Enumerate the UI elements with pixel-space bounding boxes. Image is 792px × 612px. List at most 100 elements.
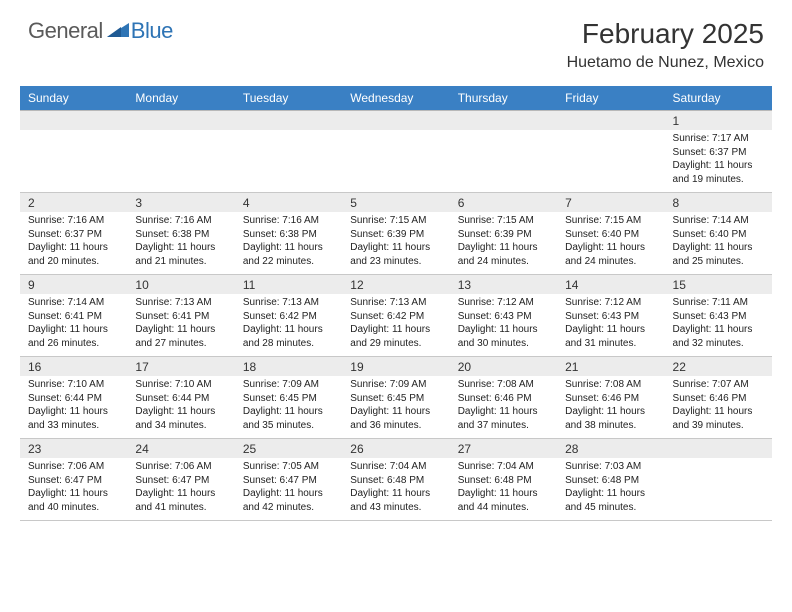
day-number-row: 232425262728 — [20, 439, 772, 459]
day-info-line: Daylight: 11 hours and 31 minutes. — [565, 323, 656, 350]
day-content: Sunrise: 7:16 AMSunset: 6:37 PMDaylight:… — [20, 212, 127, 274]
day-info-line: Daylight: 11 hours and 25 minutes. — [673, 241, 764, 268]
day-number-cell: 22 — [665, 357, 772, 377]
weekday-header: Sunday — [20, 86, 127, 111]
day-cell — [557, 130, 664, 193]
day-content: Sunrise: 7:11 AMSunset: 6:43 PMDaylight:… — [665, 294, 772, 356]
day-number-cell — [557, 111, 664, 131]
day-cell: Sunrise: 7:03 AMSunset: 6:48 PMDaylight:… — [557, 458, 664, 521]
logo: General Blue — [28, 18, 173, 44]
day-info-line: Sunrise: 7:15 AM — [458, 214, 549, 228]
day-info-line: Sunset: 6:39 PM — [458, 228, 549, 242]
calendar-table: Sunday Monday Tuesday Wednesday Thursday… — [20, 86, 772, 521]
day-cell: Sunrise: 7:13 AMSunset: 6:42 PMDaylight:… — [235, 294, 342, 357]
day-cell: Sunrise: 7:06 AMSunset: 6:47 PMDaylight:… — [127, 458, 234, 521]
day-info-line: Sunrise: 7:15 AM — [565, 214, 656, 228]
day-cell: Sunrise: 7:12 AMSunset: 6:43 PMDaylight:… — [557, 294, 664, 357]
day-content: Sunrise: 7:09 AMSunset: 6:45 PMDaylight:… — [342, 376, 449, 438]
day-info-line: Daylight: 11 hours and 23 minutes. — [350, 241, 441, 268]
day-number — [557, 118, 664, 123]
day-info-line: Daylight: 11 hours and 45 minutes. — [565, 487, 656, 514]
day-info-line: Sunrise: 7:11 AM — [673, 296, 764, 310]
day-number-cell: 17 — [127, 357, 234, 377]
day-info-line: Sunset: 6:42 PM — [243, 310, 334, 324]
day-number-cell: 26 — [342, 439, 449, 459]
week-row: Sunrise: 7:16 AMSunset: 6:37 PMDaylight:… — [20, 212, 772, 275]
day-content — [665, 458, 772, 516]
weekday-header: Thursday — [450, 86, 557, 111]
day-info-line: Sunset: 6:40 PM — [565, 228, 656, 242]
day-number-cell — [342, 111, 449, 131]
day-number-cell — [235, 111, 342, 131]
day-number: 4 — [235, 193, 342, 212]
day-number-cell: 14 — [557, 275, 664, 295]
day-info-line: Sunset: 6:41 PM — [135, 310, 226, 324]
weekday-header: Wednesday — [342, 86, 449, 111]
day-info-line: Sunrise: 7:05 AM — [243, 460, 334, 474]
day-content: Sunrise: 7:16 AMSunset: 6:38 PMDaylight:… — [127, 212, 234, 274]
day-info-line: Sunset: 6:39 PM — [350, 228, 441, 242]
day-info-line: Sunrise: 7:16 AM — [243, 214, 334, 228]
day-info-line: Sunrise: 7:17 AM — [673, 132, 764, 146]
day-number: 8 — [665, 193, 772, 212]
day-content — [235, 130, 342, 188]
day-info-line: Sunset: 6:43 PM — [458, 310, 549, 324]
day-info-line: Sunrise: 7:04 AM — [350, 460, 441, 474]
day-info-line: Daylight: 11 hours and 39 minutes. — [673, 405, 764, 432]
week-row: Sunrise: 7:10 AMSunset: 6:44 PMDaylight:… — [20, 376, 772, 439]
day-info-line: Daylight: 11 hours and 21 minutes. — [135, 241, 226, 268]
day-info-line: Daylight: 11 hours and 30 minutes. — [458, 323, 549, 350]
day-number: 16 — [20, 357, 127, 376]
day-cell: Sunrise: 7:08 AMSunset: 6:46 PMDaylight:… — [450, 376, 557, 439]
location-subtitle: Huetamo de Nunez, Mexico — [567, 54, 764, 72]
day-number: 1 — [665, 111, 772, 130]
day-number: 22 — [665, 357, 772, 376]
day-number: 10 — [127, 275, 234, 294]
day-cell: Sunrise: 7:04 AMSunset: 6:48 PMDaylight:… — [342, 458, 449, 521]
day-info-line: Sunset: 6:46 PM — [565, 392, 656, 406]
day-info-line: Sunset: 6:38 PM — [135, 228, 226, 242]
day-cell: Sunrise: 7:10 AMSunset: 6:44 PMDaylight:… — [127, 376, 234, 439]
day-number-cell: 7 — [557, 193, 664, 213]
day-content: Sunrise: 7:17 AMSunset: 6:37 PMDaylight:… — [665, 130, 772, 192]
day-info-line: Sunset: 6:37 PM — [673, 146, 764, 160]
day-info-line: Sunset: 6:44 PM — [135, 392, 226, 406]
day-number-row: 2345678 — [20, 193, 772, 213]
day-number — [20, 118, 127, 123]
day-cell — [20, 130, 127, 193]
day-number-cell: 18 — [235, 357, 342, 377]
day-info-line: Sunrise: 7:13 AM — [350, 296, 441, 310]
day-number-cell: 20 — [450, 357, 557, 377]
day-content: Sunrise: 7:09 AMSunset: 6:45 PMDaylight:… — [235, 376, 342, 438]
day-number: 3 — [127, 193, 234, 212]
day-cell: Sunrise: 7:04 AMSunset: 6:48 PMDaylight:… — [450, 458, 557, 521]
day-info-line: Sunset: 6:45 PM — [350, 392, 441, 406]
day-cell: Sunrise: 7:15 AMSunset: 6:40 PMDaylight:… — [557, 212, 664, 275]
day-number-row: 9101112131415 — [20, 275, 772, 295]
day-info-line: Daylight: 11 hours and 37 minutes. — [458, 405, 549, 432]
day-info-line: Sunrise: 7:04 AM — [458, 460, 549, 474]
day-info-line: Daylight: 11 hours and 41 minutes. — [135, 487, 226, 514]
day-info-line: Daylight: 11 hours and 43 minutes. — [350, 487, 441, 514]
day-number: 17 — [127, 357, 234, 376]
day-cell: Sunrise: 7:07 AMSunset: 6:46 PMDaylight:… — [665, 376, 772, 439]
day-number-cell: 2 — [20, 193, 127, 213]
day-info-line: Sunrise: 7:08 AM — [565, 378, 656, 392]
day-content: Sunrise: 7:10 AMSunset: 6:44 PMDaylight:… — [127, 376, 234, 438]
week-row: Sunrise: 7:06 AMSunset: 6:47 PMDaylight:… — [20, 458, 772, 521]
logo-text-blue: Blue — [131, 18, 173, 44]
day-content: Sunrise: 7:08 AMSunset: 6:46 PMDaylight:… — [450, 376, 557, 438]
day-number-cell: 6 — [450, 193, 557, 213]
day-number: 21 — [557, 357, 664, 376]
day-number: 7 — [557, 193, 664, 212]
day-cell: Sunrise: 7:17 AMSunset: 6:37 PMDaylight:… — [665, 130, 772, 193]
day-number: 28 — [557, 439, 664, 458]
day-number-cell: 4 — [235, 193, 342, 213]
day-content: Sunrise: 7:13 AMSunset: 6:41 PMDaylight:… — [127, 294, 234, 356]
day-info-line: Daylight: 11 hours and 32 minutes. — [673, 323, 764, 350]
day-number-cell: 11 — [235, 275, 342, 295]
day-content: Sunrise: 7:15 AMSunset: 6:40 PMDaylight:… — [557, 212, 664, 274]
day-cell: Sunrise: 7:13 AMSunset: 6:42 PMDaylight:… — [342, 294, 449, 357]
day-info-line: Sunset: 6:40 PM — [673, 228, 764, 242]
day-content: Sunrise: 7:06 AMSunset: 6:47 PMDaylight:… — [127, 458, 234, 520]
